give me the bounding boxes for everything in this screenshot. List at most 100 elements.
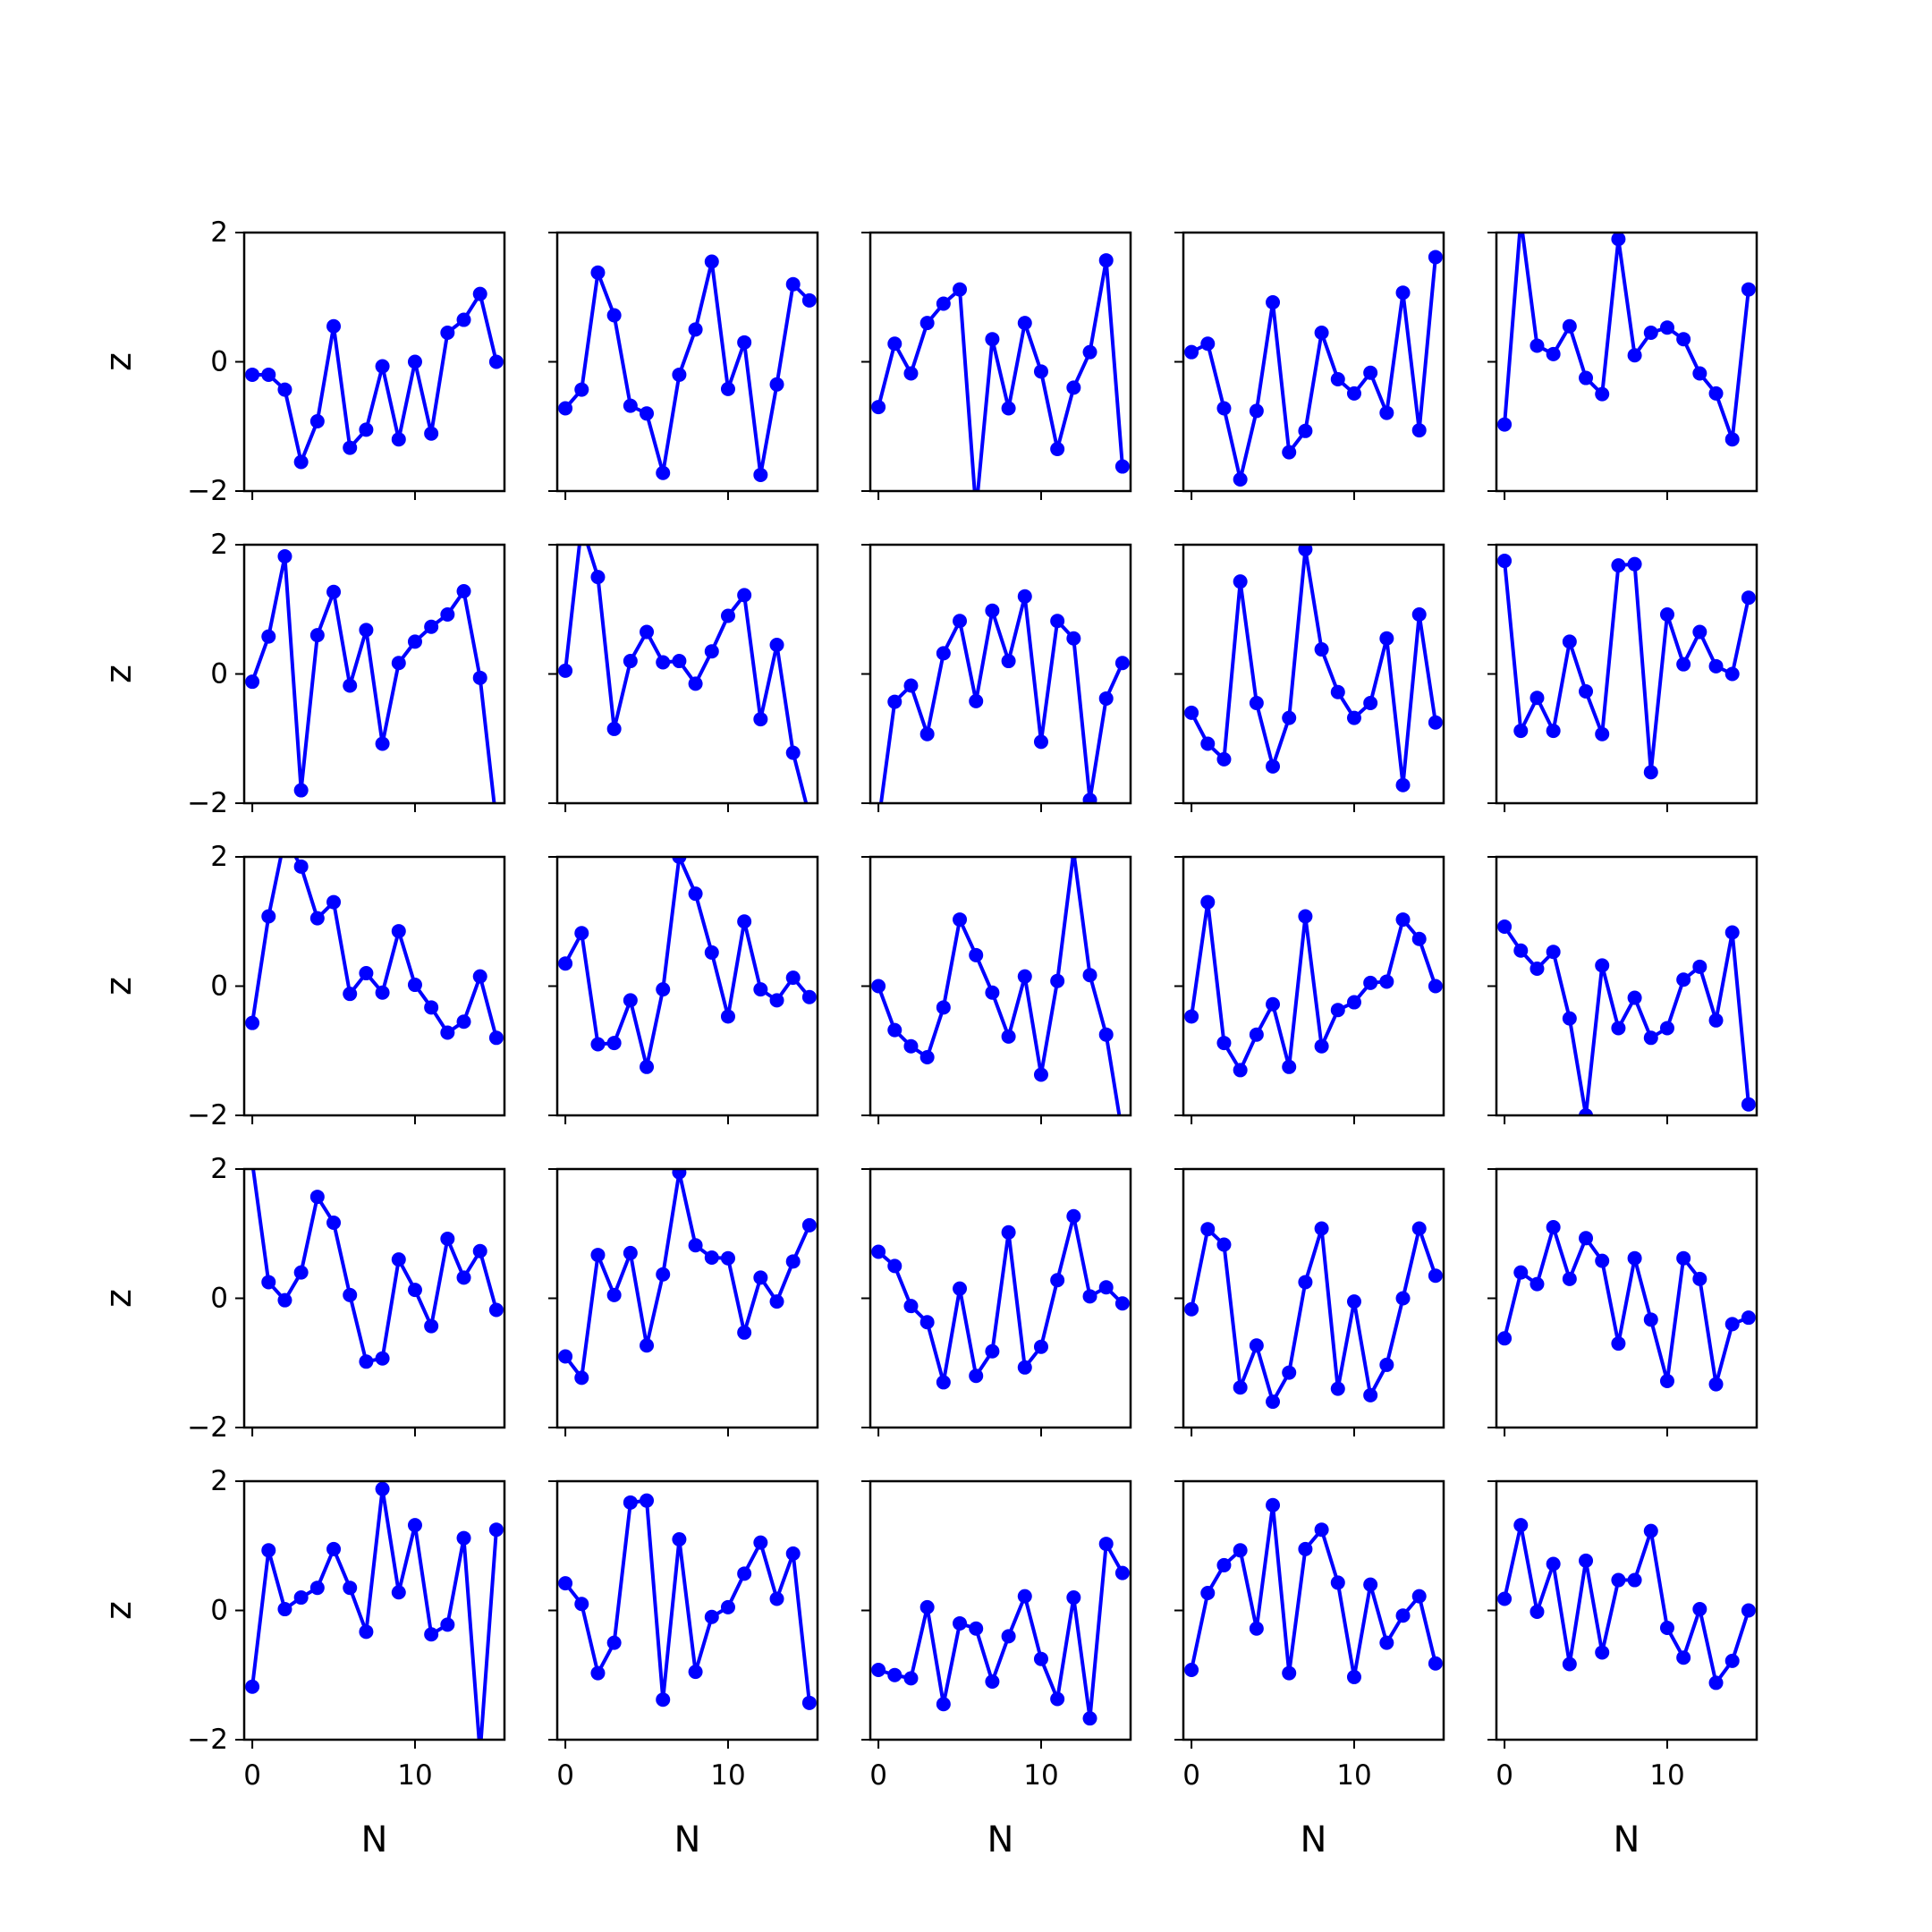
data-point <box>1595 386 1610 402</box>
data-point <box>1298 423 1313 438</box>
data-point <box>1298 545 1313 557</box>
data-point <box>769 1591 784 1606</box>
data-point <box>261 1543 276 1558</box>
y-tick-label: −2 <box>187 1724 228 1756</box>
data-point <box>672 1532 687 1547</box>
data-point <box>1033 1067 1048 1082</box>
data-point <box>1659 320 1674 335</box>
data-point <box>424 1318 439 1334</box>
data-point <box>688 1665 703 1680</box>
data-point <box>801 1217 817 1233</box>
data-point <box>1082 344 1097 360</box>
data-point <box>1395 912 1411 928</box>
data-point <box>1379 974 1394 989</box>
y-tick-label: −2 <box>187 1099 228 1131</box>
subplot-plot-area <box>871 253 1130 491</box>
x-tick-label: 10 <box>710 1759 745 1792</box>
data-point <box>1184 1662 1199 1677</box>
y-tick-label: 2 <box>210 216 228 249</box>
data-point <box>1346 386 1361 401</box>
y-axis-label: z <box>98 665 140 683</box>
data-point <box>1724 1653 1740 1668</box>
data-point <box>1579 1231 1594 1246</box>
subplot-frame <box>242 543 506 805</box>
data-point <box>1497 1591 1513 1606</box>
data-point <box>407 1283 422 1298</box>
data-point <box>1114 656 1130 671</box>
data-point <box>277 382 292 397</box>
data-point <box>640 406 655 421</box>
subplot-frame <box>242 855 506 1117</box>
data-point <box>590 1248 606 1263</box>
data-point <box>1001 1029 1016 1044</box>
data-point <box>558 1576 573 1591</box>
series-line <box>877 1214 1124 1385</box>
data-point <box>887 1667 902 1682</box>
data-point <box>656 1267 671 1282</box>
data-point <box>1428 979 1443 994</box>
data-point <box>919 1049 935 1064</box>
data-point <box>1050 1691 1065 1707</box>
data-point <box>720 1599 735 1614</box>
y-tick-label: −2 <box>187 787 228 819</box>
data-point <box>472 286 487 301</box>
data-point <box>1200 336 1216 352</box>
data-point <box>1428 715 1443 730</box>
subplot-r2-c5 <box>1487 543 1758 812</box>
data-point <box>1676 972 1691 987</box>
data-point <box>309 413 325 428</box>
series-line <box>878 594 1124 803</box>
data-point <box>1708 1013 1724 1028</box>
data-point <box>1692 959 1707 974</box>
data-point <box>590 1037 606 1052</box>
subplot-plot-area <box>558 1493 817 1710</box>
series-line <box>252 292 498 464</box>
data-point <box>871 1662 886 1677</box>
data-point <box>1184 344 1199 360</box>
data-point <box>343 440 358 455</box>
data-point <box>359 422 374 437</box>
data-point <box>1676 657 1691 672</box>
x-tick-label: 0 <box>1496 1759 1513 1792</box>
data-point <box>326 318 342 334</box>
data-point <box>1708 1675 1724 1690</box>
data-point <box>887 1022 902 1038</box>
data-point <box>936 646 951 661</box>
data-point <box>1497 1331 1513 1346</box>
subplot-r5-c3: 0 10 N <box>861 1479 1132 1860</box>
data-point <box>309 628 325 643</box>
data-point <box>1017 589 1032 604</box>
data-point <box>919 1599 935 1614</box>
subplot-r4-c2 <box>548 1167 819 1436</box>
data-point <box>1033 734 1048 750</box>
data-point <box>1595 1645 1610 1660</box>
series-line <box>877 1542 1124 1721</box>
data-point <box>1708 386 1724 401</box>
y-axis-label: z <box>98 352 140 371</box>
data-point <box>590 1665 606 1681</box>
subplot-r2-c4 <box>1174 543 1445 812</box>
subplot-r4-c1: −2 0 2 z <box>98 1153 506 1444</box>
data-point <box>1082 1289 1097 1304</box>
data-point <box>1098 691 1114 706</box>
data-point <box>488 1522 504 1538</box>
data-point <box>326 1215 342 1230</box>
data-point <box>1724 1317 1740 1332</box>
data-point <box>1562 1657 1577 1672</box>
data-point <box>1266 1497 1281 1513</box>
series-line <box>1190 1226 1437 1404</box>
data-point <box>656 982 671 997</box>
data-point <box>640 624 655 640</box>
data-point <box>985 1674 1000 1689</box>
data-point <box>1363 696 1378 711</box>
data-point <box>688 886 703 902</box>
data-point <box>359 623 374 638</box>
data-point <box>440 1617 455 1632</box>
data-point <box>1114 1565 1130 1580</box>
data-point <box>953 912 968 928</box>
data-point <box>1530 691 1545 706</box>
series-line <box>1503 233 1750 442</box>
subplot-r4-c3 <box>861 1167 1132 1436</box>
data-point <box>590 265 606 280</box>
data-point <box>672 857 687 864</box>
